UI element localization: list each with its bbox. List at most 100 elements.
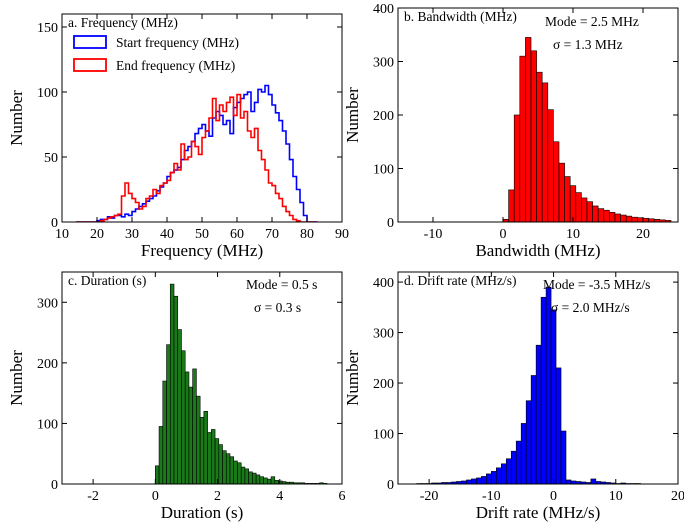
histogram-bar — [496, 467, 502, 484]
x-tick-label: -10 — [482, 489, 501, 504]
histogram-bar — [491, 471, 497, 484]
sigma-annotation: σ = 2.0 MHz/s — [551, 300, 630, 315]
histogram-bar — [177, 329, 182, 484]
y-axis-label: Number — [343, 350, 362, 406]
x-axis-label: Duration (s) — [161, 503, 244, 522]
histogram-bar — [225, 453, 231, 484]
histogram-bar — [192, 368, 197, 484]
histogram-bar — [597, 208, 605, 222]
panel-title: a. Frequency (MHz) — [68, 15, 178, 30]
histogram-bar — [471, 478, 477, 484]
x-tick-label: 0 — [152, 489, 159, 504]
legend-swatch — [73, 58, 107, 72]
histogram-bar — [169, 283, 175, 484]
y-tick-label: 200 — [37, 357, 58, 372]
mode-annotation: Mode = -3.5 MHz/s — [543, 277, 650, 292]
histogram-bar — [560, 430, 567, 484]
histogram-bar — [515, 440, 522, 484]
histogram-bar — [166, 344, 171, 484]
y-tick-label: 100 — [373, 428, 394, 443]
histogram-bar — [525, 400, 532, 484]
histogram-bar — [255, 474, 261, 484]
histogram-bar — [525, 37, 532, 222]
y-tick-label: 50 — [44, 151, 58, 166]
x-tick-label: 6 — [339, 489, 346, 504]
y-tick-label: 300 — [373, 327, 394, 342]
y-tick-label: 100 — [37, 417, 58, 432]
mode-annotation: Mode = 0.5 s — [246, 277, 317, 292]
histogram-bar — [248, 471, 253, 484]
histogram-bar — [240, 466, 246, 484]
histogram-bar — [162, 380, 167, 484]
histogram-bar — [184, 371, 190, 484]
histogram-bar — [510, 450, 517, 484]
histogram-bar — [564, 176, 571, 222]
plot-area — [502, 37, 672, 222]
plot-area — [416, 286, 641, 484]
histogram-bar — [555, 367, 562, 484]
histogram-bar — [500, 463, 507, 484]
histogram-bar — [211, 429, 216, 484]
histogram-bar — [603, 209, 610, 222]
x-tick-label: 90 — [335, 227, 349, 242]
histogram-bar — [214, 438, 220, 484]
histogram-bar — [550, 309, 557, 484]
histogram-bar — [155, 465, 160, 484]
histogram-bar — [614, 213, 621, 222]
y-axis-label: Number — [343, 87, 362, 143]
histogram-bar — [513, 114, 521, 222]
histogram-bar — [181, 350, 186, 484]
histogram-bar — [590, 478, 597, 484]
x-tick-label: 20 — [636, 227, 650, 242]
histogram-bar — [207, 432, 212, 484]
histogram-bar — [565, 479, 572, 484]
y-tick-label: 400 — [373, 276, 394, 291]
histogram-bar — [229, 456, 235, 484]
histogram-bar — [476, 477, 482, 484]
y-tick-label: 400 — [373, 2, 394, 17]
histogram-bar — [267, 478, 272, 484]
histogram-bar — [263, 477, 268, 484]
y-tick-label: 0 — [387, 478, 394, 493]
y-tick-label: 100 — [373, 163, 394, 178]
histogram-bar — [569, 185, 577, 222]
histogram-bar — [486, 473, 492, 484]
histogram-bar — [665, 220, 672, 222]
x-tick-label: 10 — [55, 227, 69, 242]
y-tick-label: 0 — [387, 216, 394, 231]
x-tick-label: 0 — [550, 489, 557, 504]
histogram-bar — [259, 476, 264, 484]
x-tick-label: 4 — [276, 489, 283, 504]
histogram-bar — [535, 344, 542, 484]
histogram-bar — [188, 386, 193, 484]
histogram-bar — [233, 460, 238, 484]
histogram-bar — [642, 217, 649, 222]
x-tick-label: 20 — [671, 489, 684, 504]
histogram-bar — [274, 480, 279, 484]
x-tick-label: 0 — [500, 227, 507, 242]
histogram-bar — [631, 216, 638, 222]
histogram-bar — [540, 296, 547, 484]
x-tick-label: -10 — [424, 227, 443, 242]
legend: Start frequency (MHz) End frequency (MHz) — [73, 35, 239, 73]
y-tick-label: 300 — [373, 56, 394, 71]
y-tick-label: 0 — [51, 478, 58, 493]
y-tick-label: 0 — [51, 216, 58, 231]
y-tick-label: 200 — [373, 377, 394, 392]
legend-entry: End frequency (MHz) — [116, 58, 235, 73]
histogram-bar — [481, 476, 487, 484]
histogram-bar — [530, 375, 537, 484]
x-tick-label: 60 — [230, 227, 244, 242]
histogram-bar — [558, 162, 565, 222]
plot-area — [155, 283, 328, 484]
plot-area — [76, 84, 318, 222]
y-axis-label: Number — [7, 90, 26, 146]
histogram-bar — [196, 395, 201, 484]
panel-3: -2 0 2 4 6 0 100 200 300 Duration (s) Number c. Dur… — [7, 271, 346, 522]
histogram-bar — [218, 444, 223, 484]
y-axis-label: Number — [7, 350, 26, 406]
histogram-bar — [508, 189, 515, 222]
